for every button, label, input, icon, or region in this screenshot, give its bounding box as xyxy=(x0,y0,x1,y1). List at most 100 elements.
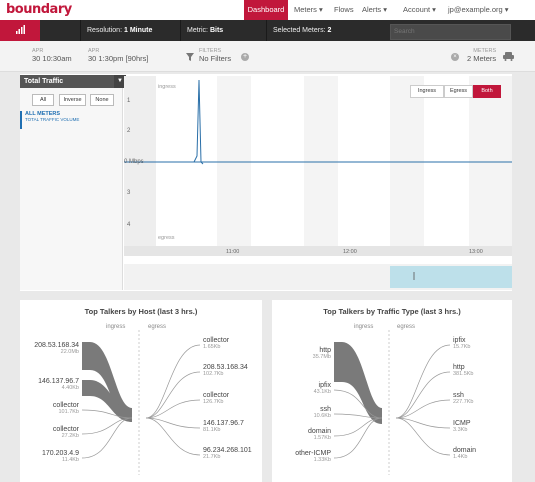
car-icon[interactable] xyxy=(503,52,514,63)
sankey-link xyxy=(395,399,451,419)
right-node[interactable]: collector 1.65Kb xyxy=(203,337,229,350)
x-tick-label: 12:00 xyxy=(343,249,357,255)
node-value: 27.2Kb xyxy=(61,433,79,439)
bars-menu-button[interactable] xyxy=(0,20,40,41)
nav-dashboard[interactable]: Dashboard xyxy=(244,0,288,20)
sankey-flow xyxy=(82,380,132,422)
time-range-brush xyxy=(390,266,512,288)
meter-list-panel xyxy=(20,88,123,290)
left-node[interactable]: http 35.7Mb xyxy=(272,347,331,360)
y-tick-label: 3 xyxy=(127,190,131,196)
left-node[interactable]: ssh 10.6Kb xyxy=(272,406,331,419)
right-node[interactable]: collector 126.7Kb xyxy=(203,392,229,405)
node-value: 1.33Kb xyxy=(313,457,331,463)
toolbar: Resolution: 1 Minute Metric: Bits Select… xyxy=(0,20,535,41)
left-node[interactable]: collector 101.7Kb xyxy=(20,402,79,415)
y-tick-label: 1 xyxy=(127,98,131,104)
toggle-egress[interactable]: Egress xyxy=(444,85,473,98)
brand-logo[interactable]: boundary xyxy=(6,2,72,17)
right-node[interactable]: 208.53.168.34 102.7Kb xyxy=(203,364,248,377)
top-navbar: boundary Dashboard Meters ▾ Flows Alerts… xyxy=(0,0,535,21)
node-label: 146.137.96.7 xyxy=(203,420,244,427)
node-value: 22.0Mb xyxy=(60,349,79,355)
sankey-link xyxy=(395,417,451,456)
search-input[interactable] xyxy=(390,24,511,40)
left-node[interactable]: other-ICMP 1.33Kb xyxy=(272,450,331,463)
nav-meters[interactable]: Meters ▾ xyxy=(294,5,323,14)
node-value: 126.7Kb xyxy=(203,399,224,405)
node-value: 1.4Kb xyxy=(453,454,468,460)
total-traffic-header[interactable]: Total Traffic ▼ xyxy=(20,75,126,88)
end-time[interactable]: APR 30 1:30pm [90hrs] xyxy=(88,48,149,63)
sankey-link xyxy=(145,417,201,456)
node-label: http xyxy=(319,347,331,354)
select-all-button[interactable]: All xyxy=(32,94,54,106)
metric-selector[interactable]: Metric: Bits xyxy=(180,20,272,41)
select-inverse-button[interactable]: Inverse xyxy=(59,94,86,106)
meter-list-item[interactable]: ALL METERS TOTAL TRAFFIC VOLUME xyxy=(20,111,124,129)
nav-flows[interactable]: Flows xyxy=(334,5,354,14)
node-value: 227.7Kb xyxy=(453,399,474,405)
left-node[interactable]: domain 1.57Kb xyxy=(272,428,331,441)
node-value: 1.65Kb xyxy=(203,344,221,350)
node-value: 81.1Kb xyxy=(203,427,221,433)
sankey-link xyxy=(145,417,201,429)
toggle-ingress[interactable]: Ingress xyxy=(410,85,444,98)
right-node[interactable]: http 381.5Kb xyxy=(453,364,474,377)
right-node[interactable]: ICMP 3.3Kb xyxy=(453,420,471,433)
sankey-link xyxy=(395,344,451,419)
host-egress-label: egress xyxy=(148,324,167,330)
sankey-link xyxy=(333,389,383,419)
clear-meters-icon[interactable]: × xyxy=(451,53,459,61)
sankey-link xyxy=(145,371,201,419)
right-node[interactable]: 146.137.96.7 81.1Kb xyxy=(203,420,244,433)
left-node[interactable]: 170.203.4.9 11.4Kb xyxy=(20,450,79,463)
right-node[interactable]: 96.234.268.101 21.7Kb xyxy=(203,447,252,460)
add-filter-icon[interactable]: + xyxy=(241,53,249,61)
type-talkers-panel: Top Talkers by Traffic Type (last 3 hrs.… xyxy=(272,300,512,482)
left-node[interactable]: 146.137.96.7 4.40Kb xyxy=(20,378,79,391)
bar-chart-icon xyxy=(16,25,25,34)
type-ingress-label: ingress xyxy=(354,324,374,330)
meters-display[interactable]: METERS 2 Meters xyxy=(467,48,497,63)
filter-icon[interactable] xyxy=(186,53,194,63)
left-node[interactable]: 208.53.168.34 22.0Mb xyxy=(20,342,79,355)
nav-alerts[interactable]: Alerts ▾ xyxy=(362,5,388,14)
y-tick-label: 4 xyxy=(127,222,131,228)
right-node[interactable]: ssh 227.7Kb xyxy=(453,392,474,405)
left-node[interactable]: collector 27.2Kb xyxy=(20,426,79,439)
node-label: 146.137.96.7 xyxy=(38,378,79,385)
traffic-chart[interactable]: 1 2 0 Mbps 3 4 11:00 12:00 13:00 ingress egres… xyxy=(124,76,512,291)
select-none-button[interactable]: None xyxy=(90,94,114,106)
node-label: ipfix xyxy=(453,337,466,344)
node-label: domain xyxy=(453,447,476,454)
node-value: 15.7Kb xyxy=(453,344,471,350)
left-node[interactable]: ipfix 43.1Kb xyxy=(272,382,331,395)
resolution-selector[interactable]: Resolution: 1 Minute xyxy=(80,20,177,41)
node-label: collector xyxy=(203,392,230,399)
start-time[interactable]: APR 30 10:30am xyxy=(32,48,72,63)
node-label: http xyxy=(453,364,465,371)
toggle-both[interactable]: Both xyxy=(473,85,501,98)
chart-series-label-bottom: egress xyxy=(158,235,175,241)
node-label: ipfix xyxy=(318,382,331,389)
node-label: ssh xyxy=(320,406,331,413)
node-value: 102.7Kb xyxy=(203,371,224,377)
nav-account[interactable]: Account ▾ xyxy=(403,5,436,14)
sankey-link xyxy=(145,399,201,419)
time-filter-bar: APR 30 10:30am APR 30 1:30pm [90hrs] FIL… xyxy=(0,41,535,72)
node-value: 3.3Kb xyxy=(453,427,468,433)
chevron-down-icon[interactable]: ▼ xyxy=(114,75,126,88)
selected-meters-selector[interactable]: Selected Meters: 2 xyxy=(266,20,383,41)
sankey-flow xyxy=(334,342,382,424)
right-node[interactable]: domain 1.4Kb xyxy=(453,447,476,460)
right-node[interactable]: ipfix 15.7Kb xyxy=(453,337,470,350)
x-tick-label: 13:00 xyxy=(469,249,483,255)
sankey-link xyxy=(333,413,383,419)
node-value: 35.7Mb xyxy=(312,354,331,360)
node-value: 1.57Kb xyxy=(313,435,331,441)
sankey-link xyxy=(333,417,383,459)
node-value: 101.7Kb xyxy=(58,409,80,415)
nav-user[interactable]: jp@example.org ▾ xyxy=(448,5,509,14)
filters-display[interactable]: FILTERS No Filters xyxy=(199,48,232,63)
